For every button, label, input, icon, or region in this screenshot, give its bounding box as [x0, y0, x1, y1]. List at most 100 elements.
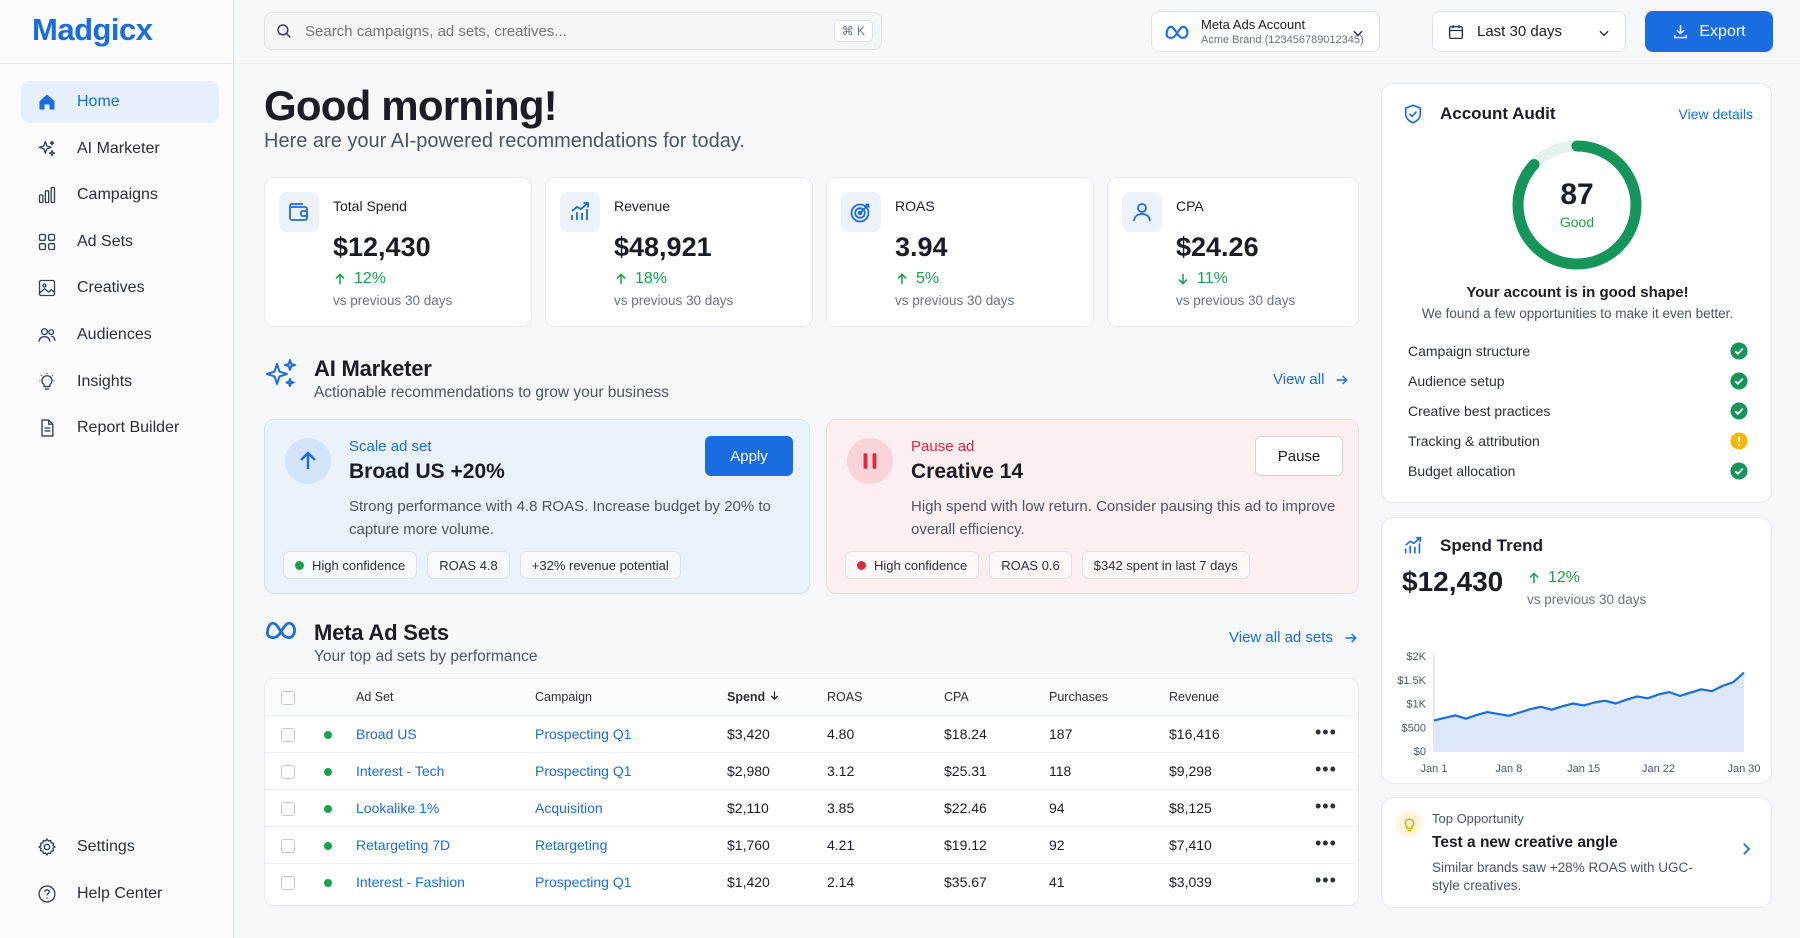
row-checkbox[interactable] — [281, 876, 295, 890]
table-row[interactable]: Interest - Tech Prospecting Q1 $2,980 3.… — [265, 753, 1358, 790]
roas-tag: ROAS 4.8 — [427, 551, 510, 579]
kpi-label: ROAS — [895, 198, 935, 214]
column-header-purchases[interactable]: Purchases — [1049, 690, 1109, 704]
audit-check-item[interactable]: Creative best practices — [1408, 396, 1748, 426]
campaign-name-link[interactable]: Prospecting Q1 — [535, 763, 632, 779]
home-icon — [39, 94, 55, 110]
audit-check-item[interactable]: Tracking & attribution — [1408, 426, 1748, 456]
status-dot — [324, 805, 332, 813]
sidebar-item-insights[interactable]: Insights — [21, 361, 219, 403]
arrow-right-icon — [1345, 632, 1357, 643]
sidebar-item-ai-marketer[interactable]: AI Marketer — [21, 128, 219, 170]
campaign-name-link[interactable]: Acquisition — [535, 800, 603, 816]
kpi-card-total-spend[interactable]: Total Spend $12,430 12% vs previous 30 d… — [264, 177, 532, 327]
ad-set-name-link[interactable]: Interest - Fashion — [356, 874, 465, 890]
table-row[interactable]: Interest - Fashion Prospecting Q1 $1,420… — [265, 864, 1358, 901]
sidebar-item-ad-sets[interactable]: Ad Sets — [21, 221, 219, 263]
tag-label: High confidence — [874, 557, 968, 573]
chevron-down-icon — [1599, 30, 1609, 37]
secondary-nav: Settings Help Center — [21, 826, 219, 919]
table-row[interactable]: Broad US Prospecting Q1 $3,420 4.80 $18.… — [265, 716, 1358, 753]
audit-title: Account Audit — [1440, 104, 1556, 123]
chart-x-tick-label: Jan 1 — [1421, 763, 1448, 775]
ad-set-name-link[interactable]: Interest - Tech — [356, 763, 445, 779]
rec-tags: High confidence ROAS 0.6 $342 spent in l… — [845, 551, 1250, 579]
purchases-cell: 92 — [1049, 837, 1065, 853]
sidebar-item-settings[interactable]: Settings — [21, 826, 219, 868]
audit-check-item[interactable]: Budget allocation — [1408, 456, 1748, 486]
purchases-cell: 94 — [1049, 800, 1065, 816]
ad-account-selector[interactable]: Meta Ads Account Acme Brand (12345678901… — [1151, 11, 1380, 52]
column-header-spend[interactable]: Spend — [727, 679, 780, 716]
sidebar-item-report-builder[interactable]: Report Builder — [21, 407, 219, 449]
row-checkbox[interactable] — [281, 839, 295, 853]
ad-set-name-link[interactable]: Lookalike 1% — [356, 800, 440, 816]
column-header-roas[interactable]: ROAS — [827, 690, 863, 704]
kpi-card-revenue[interactable]: Revenue $48,921 18% vs previous 30 days — [545, 177, 813, 327]
audit-check-item[interactable]: Audience setup — [1408, 366, 1748, 396]
export-button[interactable]: Export — [1645, 11, 1773, 52]
kpi-change-value: 18% — [635, 270, 668, 287]
arrow-down-icon — [1178, 273, 1188, 285]
status-dot — [324, 768, 332, 776]
campaign-name-link[interactable]: Retargeting — [535, 837, 608, 853]
search-shortcut-badge: ⌘ K — [833, 20, 873, 42]
kpi-card-roas[interactable]: ROAS 3.94 5% vs previous 30 days — [826, 177, 1094, 327]
opportunity-title: Test a new creative angle — [1432, 834, 1618, 851]
sidebar-item-home[interactable]: Home — [21, 81, 219, 123]
grid-icon — [38, 233, 56, 250]
revenue-cell: $16,416 — [1169, 726, 1220, 742]
sidebar-item-label: AI Marketer — [77, 139, 160, 157]
more-options-icon[interactable]: ••• — [1315, 870, 1337, 890]
row-checkbox[interactable] — [281, 728, 295, 742]
view-all-label: View all — [1273, 371, 1325, 388]
audit-check-item[interactable]: Campaign structure — [1408, 336, 1748, 366]
column-header-cpa[interactable]: CPA — [944, 690, 969, 704]
table-row[interactable]: Retargeting 7D Retargeting $1,760 4.21 $… — [265, 827, 1358, 864]
check-label: Creative best practices — [1408, 403, 1551, 419]
sidebar-item-label: Help Center — [77, 884, 163, 902]
campaign-name-link[interactable]: Prospecting Q1 — [535, 874, 632, 890]
chevron-right-icon[interactable] — [1737, 840, 1755, 858]
column-header-ad-set[interactable]: Ad Set — [356, 690, 394, 704]
check-circle-icon — [1730, 342, 1748, 360]
sidebar-item-audiences[interactable]: Audiences — [21, 314, 219, 356]
more-options-icon[interactable]: ••• — [1315, 759, 1337, 779]
ad-account-name: Meta Ads Account — [1201, 17, 1306, 32]
kpi-change-value: 12% — [354, 270, 387, 287]
more-options-icon[interactable]: ••• — [1315, 833, 1337, 853]
more-options-icon[interactable]: ••• — [1315, 796, 1337, 816]
meta-logo-icon — [266, 621, 296, 640]
spend-cell: $2,110 — [727, 800, 769, 816]
rec-type: Pause ad — [911, 438, 975, 455]
table-row[interactable]: Lookalike 1% Acquisition $2,110 3.85 $22… — [265, 790, 1358, 827]
sidebar-item-creatives[interactable]: Creatives — [21, 267, 219, 309]
row-checkbox[interactable] — [281, 765, 295, 779]
kpi-card-cpa[interactable]: CPA $24.26 11% vs previous 30 days — [1107, 177, 1359, 327]
sidebar-item-campaigns[interactable]: Campaigns — [21, 174, 219, 216]
select-all-checkbox[interactable] — [281, 691, 295, 705]
ad-set-name-link[interactable]: Retargeting 7D — [356, 837, 451, 853]
sidebar-item-help-center[interactable]: Help Center — [21, 873, 219, 915]
column-header-revenue[interactable]: Revenue — [1169, 690, 1220, 704]
view-details-link[interactable]: View details — [1678, 106, 1753, 122]
row-checkbox[interactable] — [281, 802, 295, 816]
chart-y-tick-label: $0 — [1414, 746, 1426, 758]
campaign-name-link[interactable]: Prospecting Q1 — [535, 726, 632, 742]
brand-logo[interactable]: Madgicx — [32, 12, 153, 47]
table-header: Ad Set Campaign Spend ROAS CPA Purchases… — [265, 679, 1358, 716]
date-range-selector[interactable]: Last 30 days — [1432, 11, 1626, 52]
pause-button[interactable]: Pause — [1255, 436, 1343, 476]
revenue-cell: $3,039 — [1169, 874, 1212, 890]
search-input[interactable] — [305, 22, 825, 40]
top-opportunity-card[interactable]: Top Opportunity Test a new creative angl… — [1381, 797, 1772, 908]
arrow-right-icon — [1337, 374, 1349, 385]
ai-marketer-view-all-link[interactable]: View all — [1273, 371, 1350, 388]
more-options-icon[interactable]: ••• — [1315, 722, 1337, 742]
ai-marketer-subtitle: Actionable recommendations to grow your … — [314, 384, 669, 401]
ad-set-name-link[interactable]: Broad US — [356, 726, 417, 742]
apply-button[interactable]: Apply — [705, 436, 793, 476]
column-header-campaign[interactable]: Campaign — [535, 690, 592, 704]
search-bar[interactable]: ⌘ K — [264, 12, 882, 50]
view-all-ad-sets-link[interactable]: View all ad sets — [1229, 629, 1359, 646]
